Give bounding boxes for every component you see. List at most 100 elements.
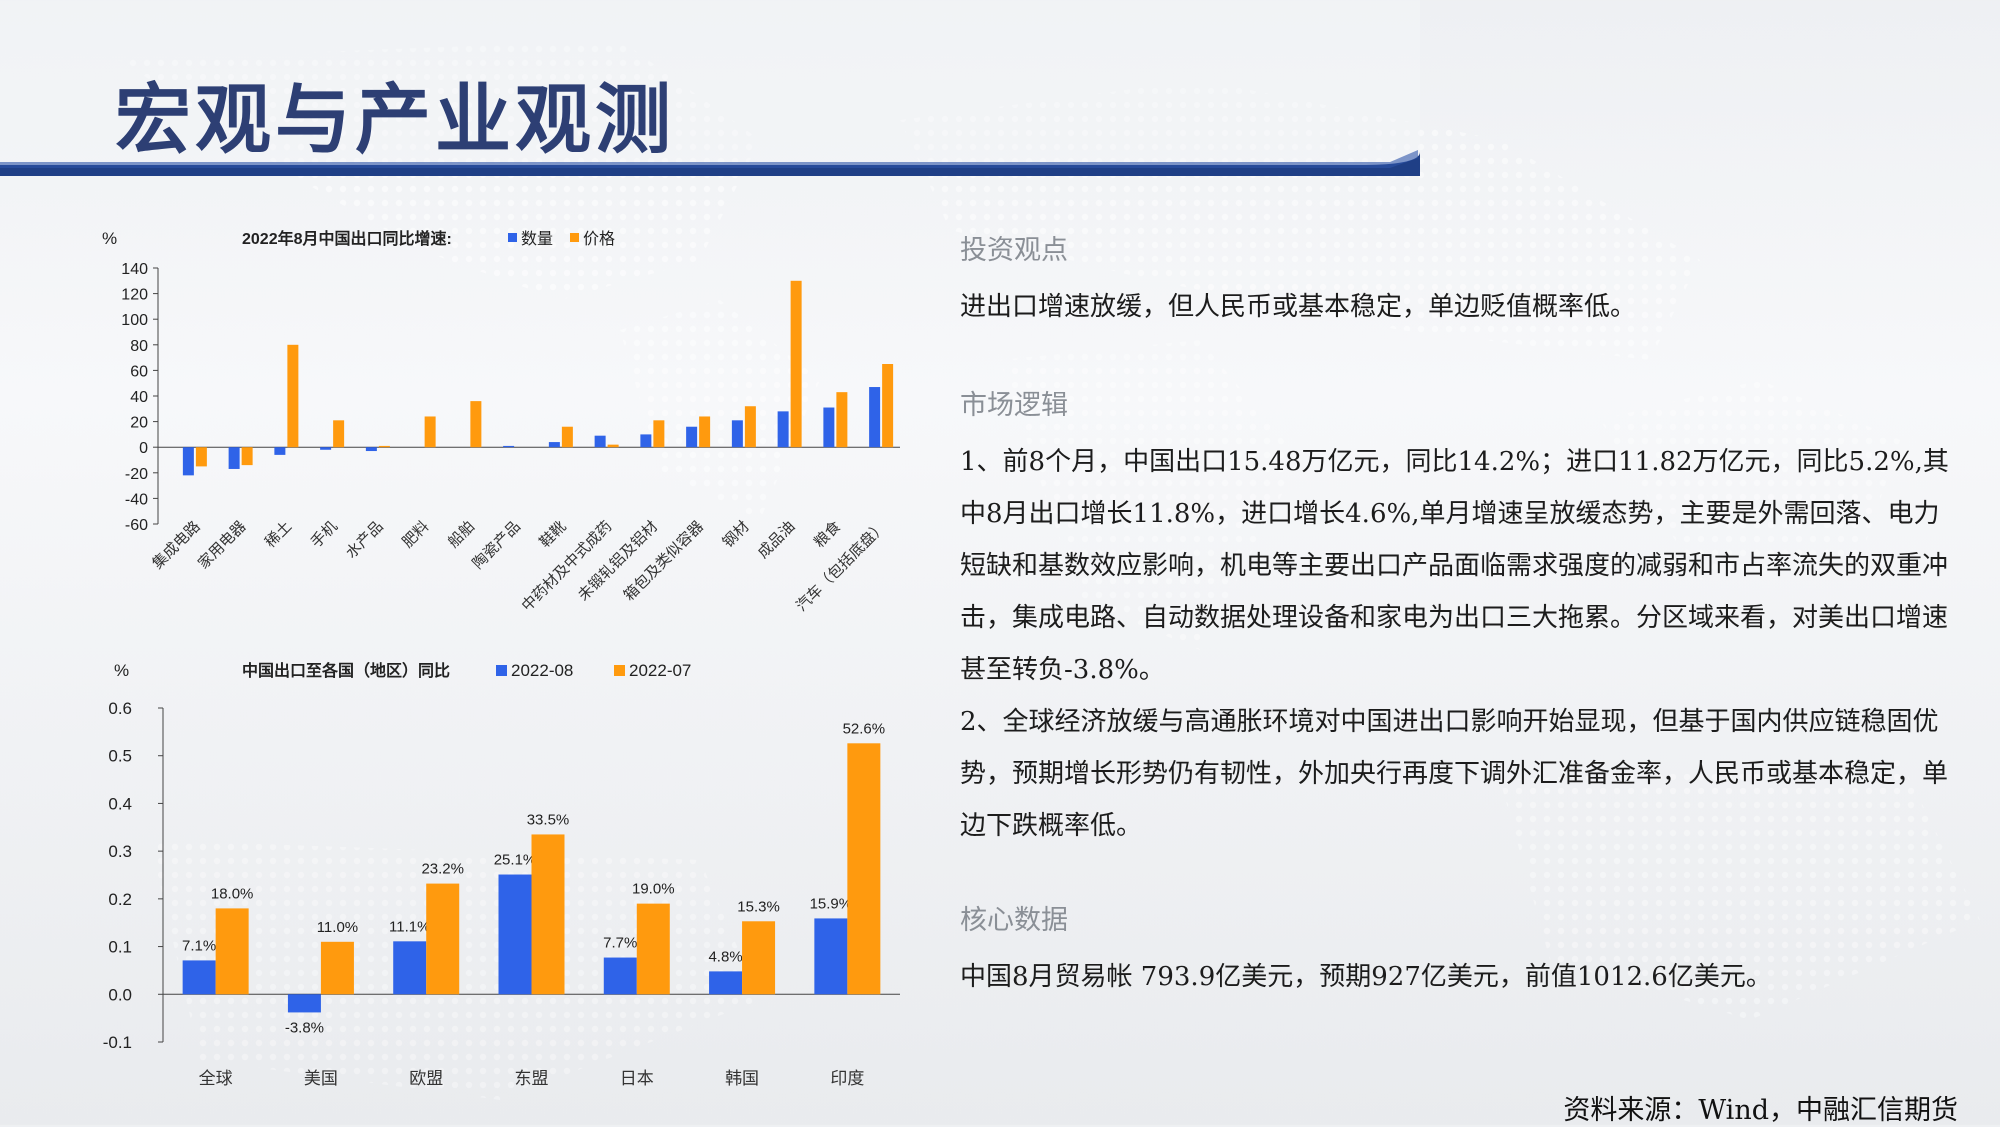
y-tick-label: 0.1 [108,938,132,957]
data-label: 25.1% [494,852,537,869]
x-category-label: 家用电器 [195,518,249,572]
bar-price [424,416,436,448]
x-category-label: 箱包及类似容器 [621,518,707,604]
bar-price [790,280,802,448]
x-category-label: 稀土 [262,518,295,551]
bar-quantity [594,435,606,448]
analysis-panel: 投资观点 进出口增速放缓，但人民币或基本稳定，单边贬值概率低。 市场逻辑 1、前… [960,228,1960,1003]
bar-quantity [320,447,332,450]
y-tick-label: 40 [130,389,148,406]
legend-label: 2022-07 [629,661,691,680]
bar-price [470,401,482,448]
bar-quantity [823,407,835,448]
data-label: 15.3% [737,898,780,915]
title-banner [0,0,1420,176]
legend-swatch [508,233,517,242]
y-tick-label: 120 [121,287,148,304]
bar-quantity [548,442,560,448]
core-data-title: 核心数据 [960,905,1068,936]
x-category-label: 日本 [620,1069,654,1088]
bar-2022-07 [215,908,249,995]
bar-2022-07 [320,941,354,995]
data-label: 18.0% [211,885,254,902]
legend-label: 价格 [583,230,615,248]
y-tick-label: 0.2 [108,890,132,909]
chart-title: 2022年8月中国出口同比增速: [242,229,452,248]
core-data-text: 中国8月贸易帐 793.9亿美元，预期927亿美元，前值1012.6亿美元。 [960,962,1772,992]
bar-2022-08 [603,957,637,995]
data-label: 15.9% [810,895,853,912]
data-label: 23.2% [421,861,464,878]
market-logic-text-2: 2、全球经济放缓与高通胀环境对中国进出口影响开始显现，但基于国内供应链稳固优势，… [960,707,1949,841]
y-tick-label: 0.5 [108,747,132,766]
x-category-label: 手机 [308,518,341,551]
y-tick-label: 80 [130,338,148,355]
y-tick-label: 100 [121,312,148,329]
y-tick-label: 140 [121,261,148,278]
bar-quantity [686,426,698,448]
bar-price [836,392,848,448]
x-category-label: 印度 [830,1069,864,1088]
bar-price [333,420,345,448]
x-category-label: 陶瓷产品 [469,518,523,572]
bar-quantity [228,447,240,469]
bar-price [744,406,756,448]
x-category-label: 东盟 [515,1069,549,1088]
x-category-label: 粮食 [811,518,844,551]
bar-quantity [503,445,515,448]
y-tick-label: -0.1 [103,1033,132,1052]
y-tick-label: 20 [130,415,148,432]
y-unit-label: % [102,229,117,248]
export-growth-by-region-chart: % 中国出口至各国（地区）同比 2022-08 2022-07 0.6 0.5 0.4 0.3… [103,661,900,1088]
data-source: 资料来源：Wind，中融汇信期货 [1563,1095,1958,1126]
bar-2022-08 [814,918,848,995]
y-tick-label: -60 [125,517,148,534]
data-label: 4.8% [708,948,742,965]
bar-price [195,447,207,467]
bar-2022-08 [287,994,321,1013]
data-label: 7.1% [182,937,216,954]
legend-label: 数量 [521,230,553,248]
bar-price [882,364,894,448]
x-category-label: 未锻轧铝及铝材 [575,518,661,604]
data-label: 11.0% [317,919,358,936]
bar-quantity [869,387,881,448]
y-tick-label: 0.3 [108,842,132,861]
bar-quantity [365,447,377,452]
data-label: 33.5% [527,811,570,828]
investment-view-title: 投资观点 [960,235,1068,266]
bar-price [241,447,253,466]
x-category-label: 集成电路 [149,518,203,572]
legend-swatch [614,665,625,676]
bar-price [653,420,665,448]
x-category-label: 美国 [304,1069,338,1088]
legend-swatch [570,233,579,242]
legend-label: 2022-08 [511,661,573,680]
export-growth-by-product-chart: % 2022年8月中国出口同比增速: 数量 价格 140 120 100 80 60 40 20 0 -… [102,229,900,615]
data-label: 19.0% [632,881,675,898]
bar-2022-07 [636,903,670,995]
y-unit-label: % [114,661,129,680]
bar-quantity [777,411,789,448]
bar-2022-07 [742,921,776,995]
investment-view-text: 进出口增速放缓，但人民币或基本稳定，单边贬值概率低。 [960,292,1637,322]
bar-price [561,426,573,448]
bar-price [287,344,299,448]
bar-price [607,444,619,448]
data-label: 11.1% [389,918,430,935]
x-category-label: 成品油 [755,518,799,562]
x-category-label: 韩国 [725,1069,759,1088]
y-tick-label: 0 [139,440,148,457]
x-category-label: 水产品 [343,518,387,562]
bar-2022-07 [531,834,565,995]
x-category-label: 欧盟 [409,1069,443,1088]
bar-price [378,445,390,448]
data-label: -3.8% [285,1019,324,1036]
x-category-label: 全球 [199,1069,233,1088]
x-category-label: 肥料 [399,518,432,551]
bar-2022-08 [498,874,532,995]
bar-quantity [731,420,743,448]
bar-2022-07 [426,883,460,995]
y-tick-label: -40 [125,491,148,508]
